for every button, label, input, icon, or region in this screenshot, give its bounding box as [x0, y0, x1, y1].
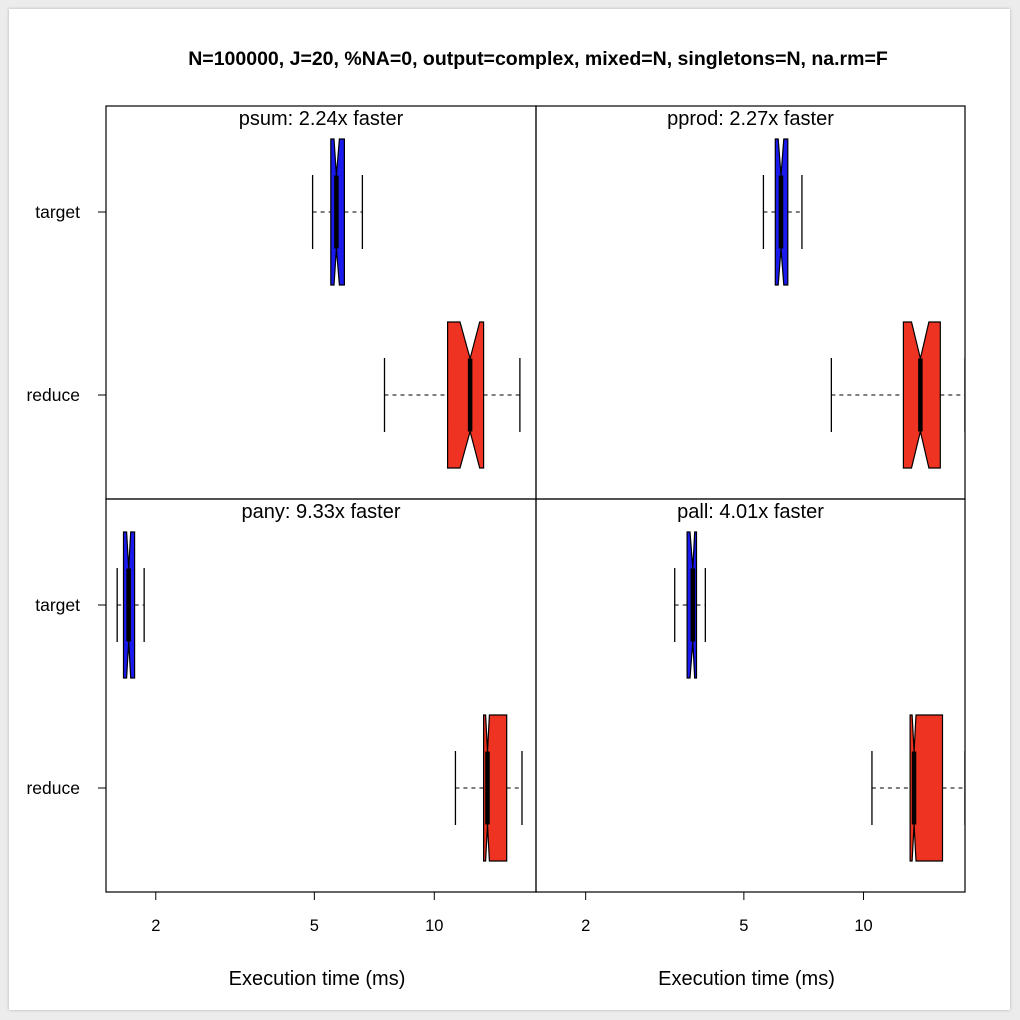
boxplot-figure: N=100000, J=20, %NA=0, output=complex, m…: [26, 48, 966, 990]
panel-title: pany: 9.33x faster: [242, 501, 401, 523]
box-target: [674, 531, 706, 679]
x-tick-label: 5: [310, 917, 319, 935]
panel-title: pall: 4.01x faster: [677, 501, 824, 523]
box-reduce: [383, 321, 521, 469]
box-target: [311, 138, 364, 286]
panel-boxes: [311, 138, 521, 469]
panel-frame: [105, 105, 537, 500]
x-tick-label: 10: [854, 917, 872, 935]
panel-2: pany: 9.33x faster: [105, 498, 537, 893]
box-reduce: [454, 714, 523, 862]
panel-boxes: [116, 531, 523, 862]
x-tick-label: 2: [151, 917, 160, 935]
x-axis-title: Execution time (ms): [658, 968, 835, 990]
x-axis-title: Execution time (ms): [229, 968, 406, 990]
panel-1: pprod: 2.27x faster: [535, 105, 966, 500]
chart-title: N=100000, J=20, %NA=0, output=complex, m…: [188, 48, 888, 70]
panel-title: pprod: 2.27x faster: [667, 108, 834, 130]
box-reduce: [871, 714, 965, 862]
box-reduce: [830, 321, 965, 469]
panel-0: psum: 2.24x faster: [105, 105, 537, 500]
panel-3: pall: 4.01x faster: [535, 498, 966, 893]
box-target: [116, 531, 145, 679]
panels-layer: psum: 2.24x faster pprod: 2.27x faster pan…: [105, 105, 966, 893]
panel-frame: [535, 105, 966, 500]
x-tick-label: 2: [581, 917, 590, 935]
box-target: [762, 138, 803, 286]
box-body: [447, 321, 485, 469]
x-tick-label: 10: [425, 917, 443, 935]
x-tick-label: 5: [739, 917, 748, 935]
y-tick-label-target: target: [35, 595, 80, 615]
figure-page: N=100000, J=20, %NA=0, output=complex, m…: [9, 9, 1010, 1010]
panel-boxes: [762, 138, 965, 469]
y-tick-label-reduce: reduce: [26, 778, 80, 798]
panel-frame: [105, 498, 537, 893]
panel-frame: [535, 498, 966, 893]
y-tick-label-reduce: reduce: [26, 385, 80, 405]
panel-title: psum: 2.24x faster: [239, 108, 404, 130]
panel-boxes: [674, 531, 965, 862]
axes-layer: target reduce target reduce 2 5 10 Execution ti…: [26, 202, 872, 990]
y-tick-label-target: target: [35, 202, 80, 222]
box-body: [909, 714, 944, 862]
